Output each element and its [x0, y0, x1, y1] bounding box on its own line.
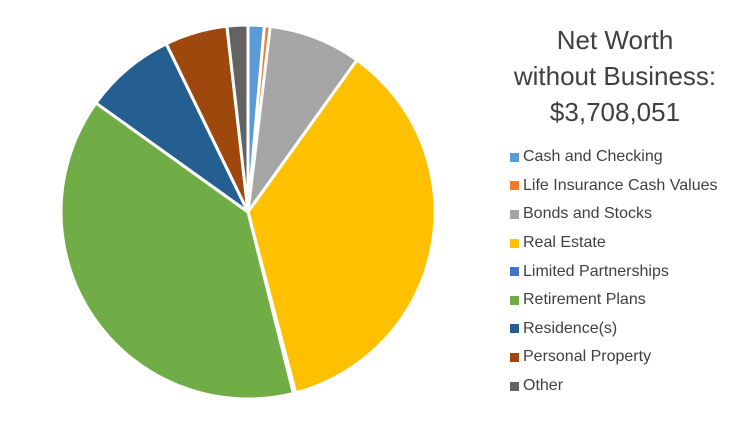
legend-item-limited-partnerships: Limited Partnerships — [510, 257, 755, 286]
legend-label: Real Estate — [523, 234, 606, 252]
legend-swatch — [510, 324, 519, 334]
legend-swatch — [510, 295, 519, 305]
pie-slice-real-estate — [246, 58, 437, 395]
legend-item-cash-and-checking: Cash and Checking — [510, 143, 755, 172]
legend-swatch — [510, 267, 519, 277]
legend-label: Residence(s) — [523, 319, 618, 337]
legend-label: Other — [523, 377, 564, 395]
legend-item-personal-property: Personal Property — [510, 343, 755, 372]
chart-title-line-2: without Business: — [513, 61, 717, 91]
pie-slice-other — [225, 23, 250, 214]
legend-swatch — [510, 152, 519, 162]
legend-item-life-insurance-cash-values: Life Insurance Cash Values — [510, 172, 755, 201]
legend-label: Limited Partnerships — [523, 262, 669, 280]
legend-label: Life Insurance Cash Values — [523, 176, 718, 194]
legend-swatch — [510, 209, 519, 219]
legend-swatch — [510, 352, 519, 362]
chart-title: Net Worth without Business: $3,708,051 — [478, 22, 752, 130]
legend-swatch — [510, 181, 519, 191]
pie-slice-bonds-and-stocks — [246, 24, 359, 214]
pie-slice-retirement-plans — [59, 101, 295, 401]
legend-item-residence-s: Residence(s) — [510, 315, 755, 344]
legend-swatch — [510, 381, 519, 391]
legend-label: Bonds and Stocks — [523, 205, 652, 223]
legend-label: Personal Property — [523, 348, 652, 366]
legend-label: Retirement Plans — [523, 291, 646, 309]
legend-swatch — [510, 238, 519, 248]
pie-slice-residence-s — [94, 42, 250, 214]
chart-legend: Cash and Checking Life Insurance Cash Val… — [510, 143, 755, 400]
legend-item-other: Other — [510, 372, 755, 401]
chart-title-line-3: $3,708,051 — [549, 97, 681, 127]
legend-item-retirement-plans: Retirement Plans — [510, 286, 755, 315]
pie-slices — [59, 23, 437, 401]
legend-label: Cash and Checking — [523, 148, 663, 166]
legend-item-bonds-and-stocks: Bonds and Stocks — [510, 200, 755, 229]
legend-item-real-estate: Real Estate — [510, 229, 755, 258]
chart-title-line-1: Net Worth — [556, 25, 674, 55]
